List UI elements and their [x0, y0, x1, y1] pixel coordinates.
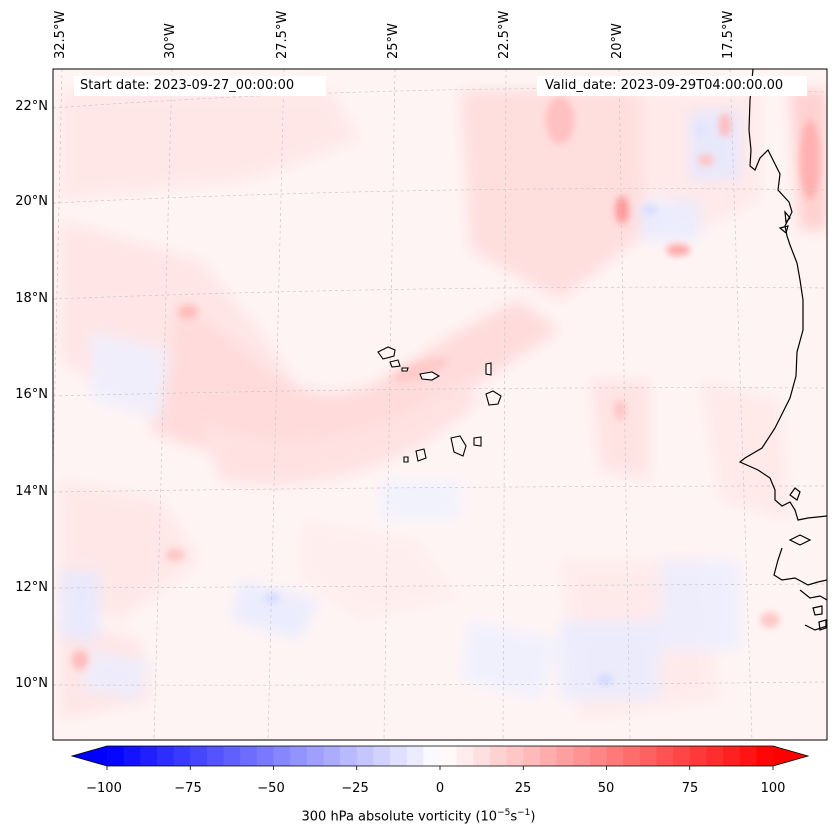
colorbar-bin	[573, 746, 591, 766]
colorbar-bin	[290, 746, 308, 766]
colorbar-tick-label: 0	[435, 781, 445, 796]
lat-label-10n: 10°N	[15, 676, 48, 691]
colorbar-bin	[440, 746, 458, 766]
colorbar-title-unit: s	[510, 809, 518, 825]
colorbar-tick-label: 75	[681, 781, 699, 796]
colorbar-bin	[539, 746, 558, 766]
lat-label-18n: 18°N	[15, 291, 48, 306]
africa-coastline	[738, 69, 827, 631]
cape-verde-islands	[377, 346, 502, 463]
lat-label-14n: 14°N	[15, 484, 48, 499]
colorbar-bin	[140, 746, 158, 766]
colorbar-bin	[206, 746, 225, 766]
map-field	[53, 69, 827, 740]
colorbar-tick-label: −75	[174, 781, 202, 796]
colorbar-bin	[223, 746, 241, 766]
colorbar	[70, 745, 810, 770]
colorbar-bin	[756, 746, 774, 766]
colorbar-bin	[306, 746, 325, 766]
colorbar-bin	[506, 746, 524, 766]
colorbar-bin	[723, 746, 741, 766]
lon-label-27-5w: 27.5°W	[275, 10, 290, 59]
colorbar-bin	[623, 746, 641, 766]
graticule	[53, 69, 827, 740]
colorbar-bin	[273, 746, 291, 766]
lon-label-30w: 30°W	[163, 23, 178, 59]
colorbar-bin	[689, 746, 707, 766]
colorbar-title-exponent-2: −1	[517, 808, 531, 818]
colorbar-bin	[240, 746, 258, 766]
map-frame	[52, 68, 828, 741]
colorbar-bin	[739, 746, 757, 766]
colorbar-bin	[173, 746, 191, 766]
colorbar-bin	[356, 746, 374, 766]
colorbar-tick-label: −100	[86, 781, 122, 796]
colorbar-tick-label: −25	[341, 781, 369, 796]
lon-label-20w: 20°W	[610, 23, 625, 59]
colorbar-bin	[340, 746, 358, 766]
lon-label-22-5w: 22.5°W	[497, 10, 512, 59]
lat-label-20n: 20°N	[15, 194, 48, 209]
colorbar-tick-marks	[106, 766, 774, 770]
colorbar-tick-label: −50	[257, 781, 285, 796]
colorbar-bin	[639, 746, 658, 766]
colorbar-min-arrow	[72, 746, 107, 766]
colorbar-bin	[556, 746, 574, 766]
valid-date-label: Valid_date: 2023-09-29T04:00:00.00	[537, 76, 807, 96]
colorbar-title-exponent: −5	[497, 808, 511, 818]
colorbar-bin	[156, 746, 175, 766]
colorbar-tick-label: 100	[760, 781, 786, 796]
colorbar-tick-label: 50	[597, 781, 615, 796]
colorbar-title: 300 hPa absolute vorticity (10−5s−1)	[0, 808, 837, 824]
colorbar-bin	[190, 746, 208, 766]
colorbar-title-close: )	[530, 809, 536, 825]
colorbar-bin	[323, 746, 341, 766]
colorbar-bin	[406, 746, 424, 766]
colorbar-bin	[673, 746, 691, 766]
colorbar-bin	[123, 746, 141, 766]
colorbar-bin	[423, 746, 441, 766]
colorbar-bin	[523, 746, 541, 766]
colorbar-tick-label: 25	[514, 781, 532, 796]
lat-label-22n: 22°N	[15, 99, 48, 114]
colorbar-bin	[373, 746, 391, 766]
lat-label-12n: 12°N	[15, 580, 48, 595]
colorbar-bin	[606, 746, 624, 766]
colorbar-title-text: 300 hPa absolute vorticity (10	[301, 809, 498, 825]
colorbar-bin	[107, 746, 125, 766]
colorbar-bin	[456, 746, 474, 766]
colorbar-bin	[656, 746, 674, 766]
colorbar-bin	[256, 746, 275, 766]
start-date-label: Start date: 2023-09-27_00:00:00	[74, 76, 326, 96]
lon-label-17-5w: 17.5°W	[721, 10, 736, 59]
lon-label-25w: 25°W	[386, 23, 401, 59]
colorbar-bin	[473, 746, 491, 766]
lon-label-32-5w: 32.5°W	[53, 10, 68, 59]
colorbar-bins	[107, 746, 774, 766]
lat-label-16n: 16°N	[15, 387, 48, 402]
colorbar-bin	[589, 746, 608, 766]
colorbar-max-arrow	[773, 746, 808, 766]
colorbar-bin	[390, 746, 408, 766]
colorbar-bin	[489, 746, 508, 766]
colorbar-bin	[706, 746, 724, 766]
